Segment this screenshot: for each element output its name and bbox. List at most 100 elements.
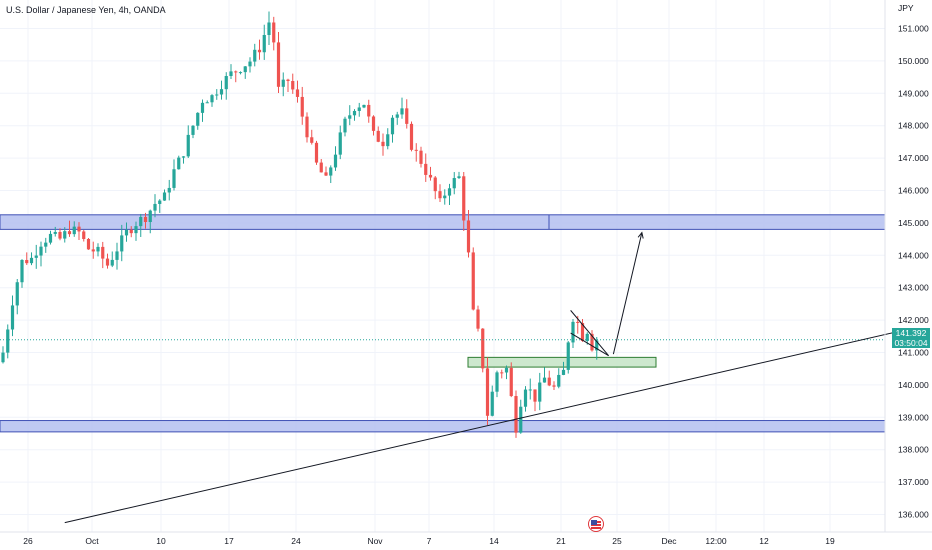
candle-body bbox=[314, 142, 319, 163]
candle-body bbox=[343, 118, 347, 133]
us-flag-icon[interactable] bbox=[588, 516, 604, 532]
time-tick-label: 21 bbox=[556, 536, 566, 546]
candle-body bbox=[357, 107, 361, 111]
candle-body bbox=[63, 231, 67, 239]
candle-body bbox=[1, 352, 5, 363]
drawings-layer bbox=[0, 231, 906, 524]
price-tick-label: 151.000 bbox=[898, 24, 929, 34]
wedge-line[interactable] bbox=[570, 310, 610, 357]
price-tick-label: 148.000 bbox=[898, 121, 929, 131]
candle-body bbox=[519, 406, 523, 433]
candle-body bbox=[376, 130, 380, 142]
time-tick-label: 14 bbox=[489, 536, 499, 546]
candle-body bbox=[120, 235, 124, 252]
candle-body bbox=[481, 328, 485, 369]
time-tick-label: 24 bbox=[291, 536, 301, 546]
candle-body bbox=[523, 389, 528, 407]
projection-arrow[interactable] bbox=[612, 232, 643, 355]
candle-body bbox=[272, 22, 276, 43]
candle-body bbox=[547, 377, 551, 386]
candle-body bbox=[462, 176, 466, 221]
candle-body bbox=[476, 309, 480, 329]
candle-body bbox=[10, 305, 15, 330]
candle-body bbox=[48, 233, 53, 243]
candle-body bbox=[428, 174, 433, 178]
price-tick-label: 136.000 bbox=[898, 510, 929, 520]
candle-body bbox=[210, 95, 214, 103]
time-tick-label: 17 bbox=[224, 536, 234, 546]
demand-zone[interactable] bbox=[467, 356, 657, 368]
price-axis[interactable]: JPY 136.000 137.000 138.000 139.000 140.000 14… bbox=[884, 0, 929, 532]
candle-body bbox=[485, 368, 490, 416]
candle-body bbox=[39, 246, 43, 256]
candle-body bbox=[82, 231, 86, 239]
candle-body bbox=[110, 259, 114, 266]
price-tick-label: 149.000 bbox=[898, 88, 929, 98]
candle-body bbox=[243, 66, 247, 73]
candle-body bbox=[34, 255, 38, 258]
candle-body bbox=[253, 49, 257, 62]
candle-body bbox=[276, 42, 281, 87]
candle-body bbox=[362, 104, 366, 108]
candle-body bbox=[381, 141, 385, 147]
candle-body bbox=[329, 167, 333, 176]
candle-body bbox=[457, 176, 461, 179]
candle-body bbox=[576, 321, 580, 323]
candle-body bbox=[224, 76, 228, 90]
price-tick-label: 144.000 bbox=[898, 250, 929, 260]
candle-body bbox=[538, 382, 542, 402]
candle-body bbox=[443, 195, 447, 199]
supply-zone[interactable] bbox=[0, 214, 886, 230]
candle-body bbox=[29, 257, 34, 264]
candle-body bbox=[509, 367, 513, 397]
candle-body bbox=[400, 108, 404, 115]
trendline[interactable] bbox=[64, 329, 906, 524]
candle-body bbox=[433, 177, 437, 192]
candle-body bbox=[447, 188, 452, 196]
time-tick-label: Dec bbox=[661, 536, 677, 546]
candle-body bbox=[500, 372, 504, 374]
candle-body bbox=[25, 259, 29, 264]
candle-body bbox=[257, 49, 262, 53]
candle-body bbox=[424, 163, 428, 175]
wedge-line[interactable] bbox=[570, 332, 609, 357]
candle-body bbox=[234, 71, 238, 73]
candle-body bbox=[158, 200, 162, 204]
candle-body bbox=[177, 157, 181, 170]
time-tick-label: 19 bbox=[825, 536, 835, 546]
candle-body bbox=[91, 249, 95, 252]
candle-body bbox=[139, 216, 143, 227]
candle-body bbox=[514, 396, 518, 433]
candle-body bbox=[495, 372, 499, 392]
price-tick-label: 147.000 bbox=[898, 153, 929, 163]
candle-body bbox=[191, 125, 195, 135]
candle-body bbox=[200, 102, 205, 113]
candle-body bbox=[319, 162, 323, 173]
candle-body bbox=[196, 112, 200, 126]
candle-body bbox=[148, 210, 152, 223]
supply-zone[interactable] bbox=[0, 420, 886, 433]
candle-body bbox=[528, 389, 532, 391]
candle-body bbox=[238, 72, 243, 74]
candle-body bbox=[557, 374, 561, 387]
candle-body bbox=[561, 369, 566, 375]
candle-body bbox=[229, 71, 233, 77]
time-tick-label: 26 bbox=[23, 536, 33, 546]
price-tick-label: 140.000 bbox=[898, 380, 929, 390]
arrow-head-icon bbox=[637, 231, 644, 239]
candle-body bbox=[490, 391, 494, 416]
candle-body bbox=[419, 150, 423, 164]
candle-body bbox=[452, 178, 456, 189]
candle-body bbox=[395, 114, 399, 118]
candle-body bbox=[333, 154, 338, 168]
zones-layer bbox=[0, 214, 886, 433]
time-tick-label: 12:00 bbox=[705, 536, 727, 546]
price-tick-label: 146.000 bbox=[898, 186, 929, 196]
time-axis[interactable]: 26 Oct 10 17 24 Nov 7 14 21 25 Dec 12:00 12 19 bbox=[0, 531, 932, 546]
candle-body bbox=[219, 89, 224, 95]
candle-body bbox=[115, 251, 119, 260]
candles-layer bbox=[1, 11, 599, 438]
candle-body bbox=[352, 110, 357, 116]
candle-body bbox=[590, 333, 594, 351]
